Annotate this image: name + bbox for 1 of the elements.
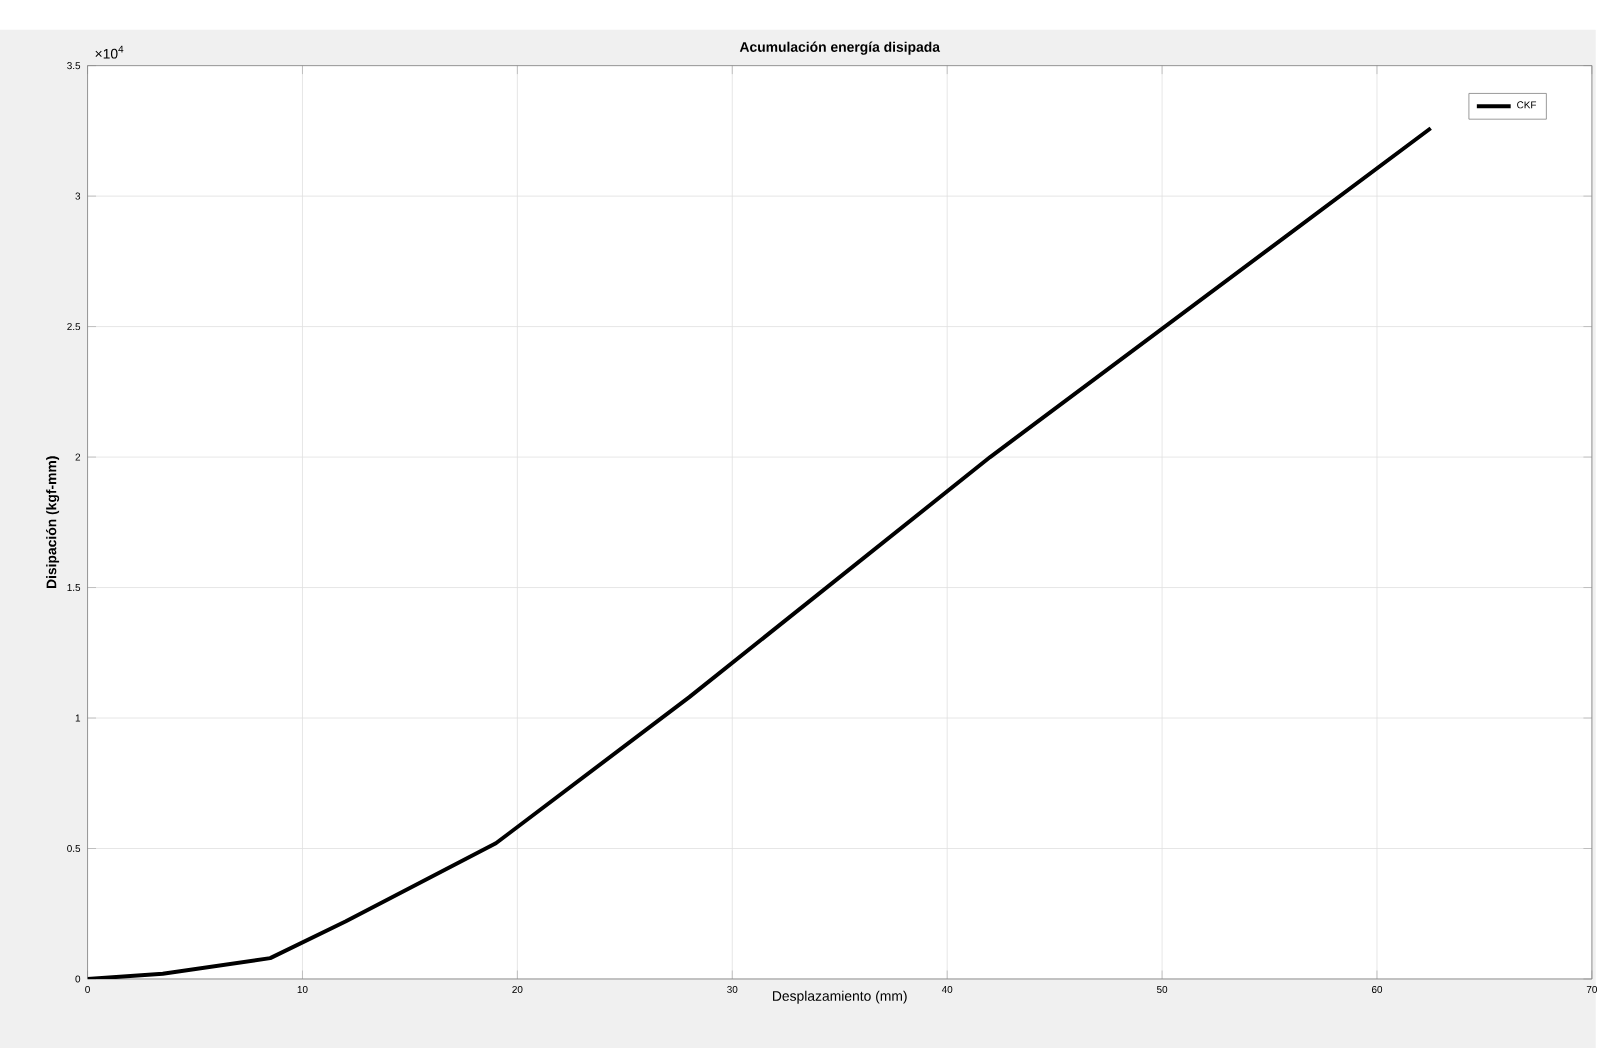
line-series bbox=[87, 125, 1433, 979]
